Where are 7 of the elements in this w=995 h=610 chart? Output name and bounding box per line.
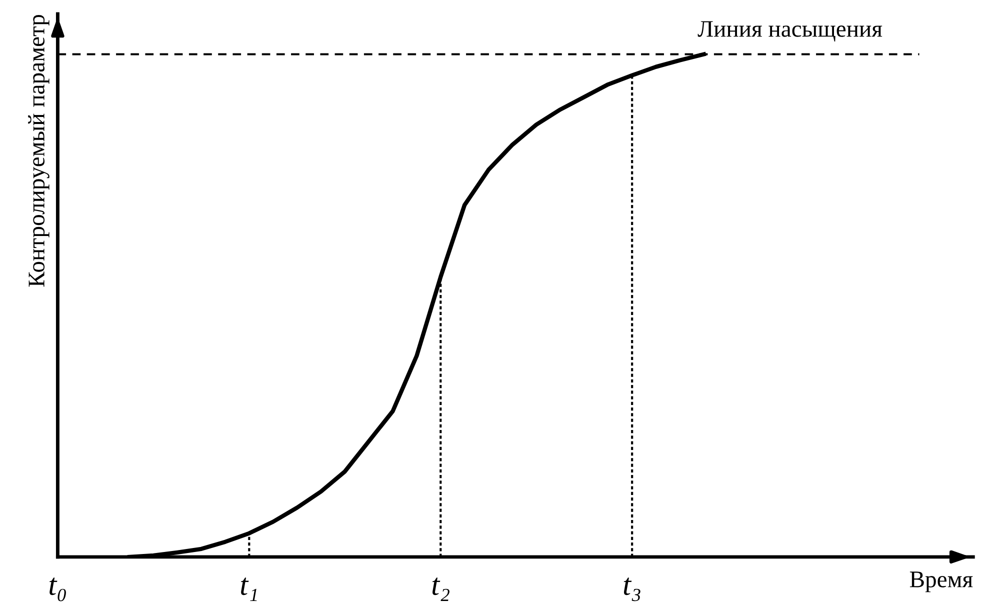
text: Линия насыщения: [698, 21, 882, 42]
x-tick-label: t₀: [49, 578, 66, 602]
y-axis-title: Контролируемый параметр: [28, 14, 50, 287]
x-axis-title: Время: [910, 572, 973, 592]
x-tick-label: t₃: [624, 578, 640, 602]
x-tick-label: t₂: [432, 578, 450, 602]
x-tick-label: t₁: [240, 578, 257, 601]
